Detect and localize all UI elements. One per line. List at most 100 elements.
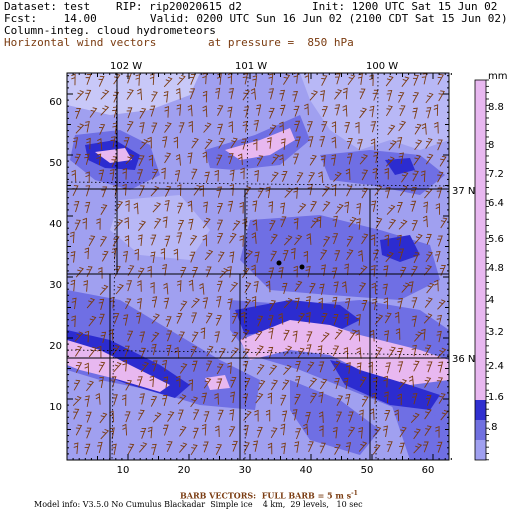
wind-barb <box>385 187 391 199</box>
wind-barb <box>204 249 214 261</box>
wind-barb <box>176 312 183 324</box>
valid-time-label: Valid: 0200 UTC Sun 16 Jun 02 (2100 CDT … <box>150 12 508 25</box>
wind-barb <box>280 442 286 455</box>
wind-barb <box>229 251 235 263</box>
wind-barb <box>83 280 88 292</box>
wind-barb <box>101 186 108 198</box>
wind-barb <box>318 361 325 373</box>
wind-barb <box>279 154 285 166</box>
wind-barb <box>75 90 85 101</box>
wind-barb <box>369 329 375 342</box>
colorbar-label: 5.6 <box>488 234 504 245</box>
wind-barb <box>408 281 414 293</box>
y-tick-label: 10 <box>49 402 62 413</box>
wind-barb <box>95 393 101 405</box>
longitude-line <box>244 72 249 461</box>
wind-barb <box>147 426 153 439</box>
wind-barb <box>85 73 92 85</box>
wind-barb <box>280 202 286 214</box>
wind-barb <box>215 444 222 455</box>
wind-barb <box>437 361 444 373</box>
wind-barb <box>227 298 233 310</box>
wind-barb <box>411 265 418 277</box>
wind-barb <box>151 91 158 103</box>
wind-barb <box>370 264 376 277</box>
wind-barb <box>394 409 400 422</box>
wind-barb <box>251 232 257 244</box>
wind-barb <box>72 395 82 407</box>
wind-barb <box>385 75 394 87</box>
wind-barb <box>188 379 194 391</box>
wind-barb <box>187 152 193 164</box>
wind-barb <box>281 410 288 422</box>
wind-barb <box>345 297 351 310</box>
wind-barb <box>359 154 369 165</box>
wind-barb <box>321 75 328 86</box>
y-tick-label: 40 <box>49 219 62 230</box>
wind-barb <box>425 92 434 104</box>
wind-barb <box>320 155 326 167</box>
wind-barb <box>84 443 91 455</box>
wind-barb <box>85 427 92 439</box>
wind-barb <box>127 330 134 342</box>
wind-barb <box>305 411 311 424</box>
wind-barb <box>228 121 233 133</box>
wind-barb <box>332 426 338 439</box>
wind-barb <box>139 107 147 119</box>
wind-barb <box>375 217 383 229</box>
wind-barb <box>358 426 364 439</box>
wind-barb <box>345 393 351 406</box>
wind-barb <box>281 170 288 182</box>
wind-barb <box>111 443 117 456</box>
wind-barb <box>202 105 208 118</box>
wind-barb <box>256 155 264 167</box>
wind-barb <box>385 156 395 167</box>
wind-barb <box>398 219 408 230</box>
wind-barb <box>370 138 376 151</box>
wind-barb <box>398 248 405 260</box>
wind-barb <box>163 282 169 295</box>
wind-barb <box>398 120 407 132</box>
wind-barb <box>343 347 349 359</box>
wind-barb <box>437 235 443 247</box>
wind-barb <box>189 234 198 246</box>
wind-barb <box>100 331 107 343</box>
wind-barb <box>319 283 325 295</box>
wind-barb <box>359 88 366 100</box>
wind-barb <box>75 362 83 373</box>
colorbar-label: 4.8 <box>488 263 504 274</box>
wind-barb <box>229 232 237 244</box>
wind-barb <box>149 105 156 117</box>
wind-barb <box>187 104 193 117</box>
wind-barb <box>173 248 179 261</box>
wind-barb <box>345 362 351 374</box>
wind-barb <box>307 441 314 453</box>
wind-barb <box>265 409 271 422</box>
wind-barb <box>126 120 134 132</box>
wind-barb <box>98 75 105 87</box>
wind-barb <box>414 139 423 151</box>
wind-barb <box>297 312 306 324</box>
wind-barb <box>99 284 109 296</box>
wind-barb <box>423 201 428 214</box>
forecast-label: Fcst: 14.00 <box>4 12 97 25</box>
wind-barb <box>240 167 245 180</box>
wind-barb <box>332 314 339 325</box>
wind-barb <box>283 345 293 356</box>
wind-barb <box>151 122 158 134</box>
wind-barb <box>435 425 440 438</box>
wind-barb <box>71 297 77 310</box>
wind-barb <box>164 200 170 212</box>
wind-barb <box>139 122 145 134</box>
wind-barb <box>296 172 304 183</box>
wind-barb <box>355 218 361 230</box>
wind-barb <box>139 331 146 343</box>
wind-barb <box>124 235 130 247</box>
wind-barb <box>278 266 284 279</box>
wind-barb <box>177 202 183 214</box>
wind-barb <box>71 315 76 327</box>
wind-barb <box>425 233 432 245</box>
colorbar-unit: mm <box>488 71 507 82</box>
wind-barb <box>133 202 139 215</box>
wind-barb <box>268 107 275 119</box>
